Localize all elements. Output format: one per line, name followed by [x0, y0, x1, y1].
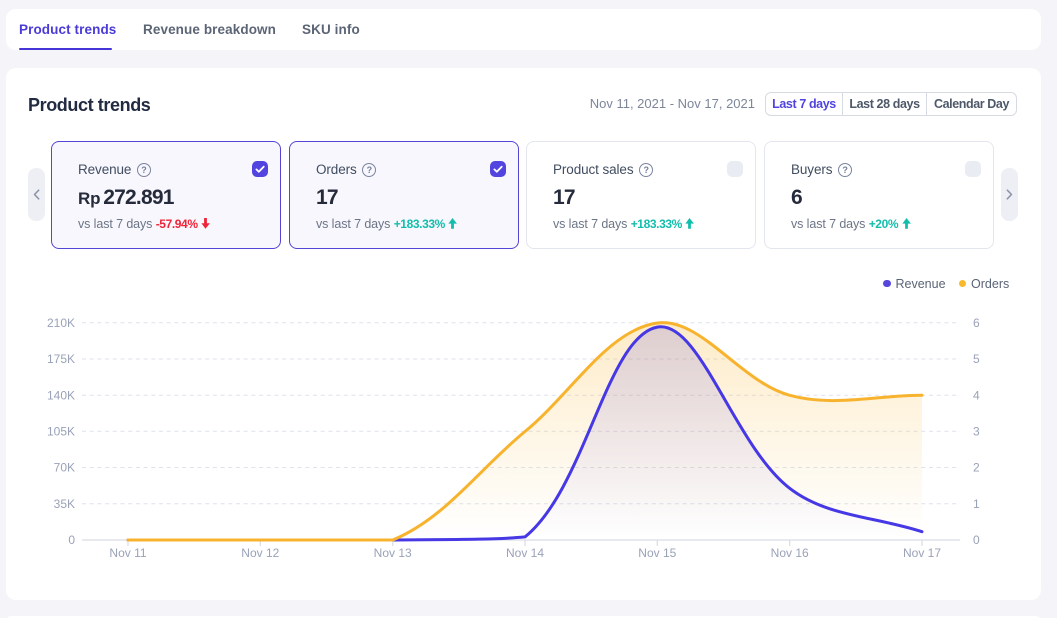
svg-text:Nov 15: Nov 15 — [638, 546, 676, 560]
svg-text:1: 1 — [973, 497, 980, 511]
svg-text:2: 2 — [973, 461, 980, 475]
svg-text:6: 6 — [973, 316, 980, 330]
svg-text:35K: 35K — [54, 497, 75, 511]
svg-text:Nov 12: Nov 12 — [241, 546, 279, 560]
svg-text:3: 3 — [973, 425, 980, 439]
svg-text:Nov 17: Nov 17 — [903, 546, 941, 560]
svg-text:210K: 210K — [47, 316, 75, 330]
svg-text:105K: 105K — [47, 425, 75, 439]
svg-text:0: 0 — [68, 533, 75, 547]
svg-text:Nov 13: Nov 13 — [374, 546, 412, 560]
svg-text:70K: 70K — [54, 461, 75, 475]
svg-text:Nov 16: Nov 16 — [771, 546, 809, 560]
svg-text:4: 4 — [973, 388, 980, 402]
svg-text:Nov 14: Nov 14 — [506, 546, 544, 560]
svg-text:140K: 140K — [47, 388, 75, 402]
svg-text:0: 0 — [973, 533, 980, 547]
svg-text:5: 5 — [973, 352, 980, 366]
svg-text:Nov 11: Nov 11 — [109, 546, 146, 560]
svg-text:175K: 175K — [47, 352, 75, 366]
